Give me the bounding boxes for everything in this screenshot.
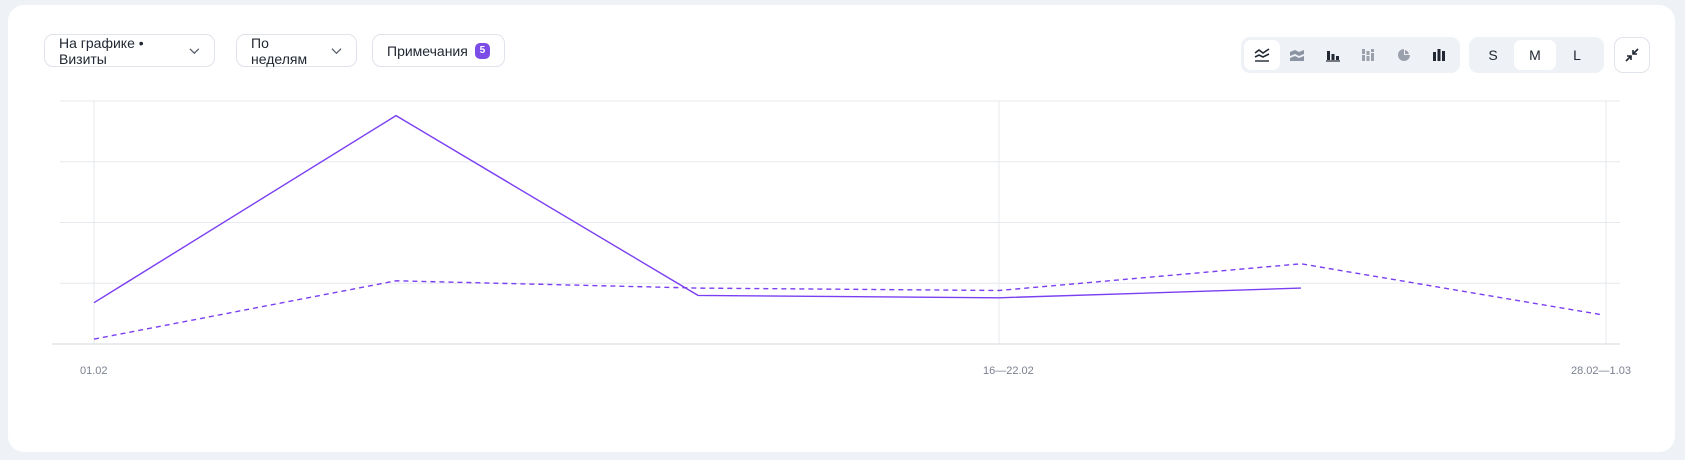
x-tick-label: 28.02—1.03: [1571, 365, 1631, 377]
notes-count-badge: 5: [474, 42, 490, 59]
chart-card: На графике • Визиты По неделям Примечани…: [8, 5, 1675, 452]
grouping-dropdown-label: По неделям: [251, 34, 308, 67]
size-switcher: S M L: [1469, 37, 1604, 73]
size-l-button[interactable]: L: [1573, 47, 1581, 63]
collapse-icon: [1625, 48, 1639, 62]
chart-series: [93, 114, 1603, 340]
column-chart-icon: [1433, 49, 1446, 61]
chart-type-stacked-area[interactable]: [1280, 40, 1316, 70]
chevron-down-icon: [189, 47, 200, 54]
size-s-button[interactable]: S: [1488, 47, 1498, 63]
metric-dropdown[interactable]: На графике • Визиты: [44, 34, 215, 67]
grouping-dropdown[interactable]: По неделям: [236, 34, 357, 67]
notes-button-label: Примечания: [387, 42, 468, 59]
chart-type-switcher: [1241, 37, 1460, 73]
chart-type-bar[interactable]: [1315, 40, 1351, 70]
stacked-bar-icon: [1362, 49, 1375, 61]
chart-type-line[interactable]: [1244, 40, 1280, 70]
x-tick-label: 01.02: [80, 365, 108, 377]
chevron-down-icon: [331, 47, 342, 54]
series-line-1: [93, 114, 1302, 304]
line-chart: [52, 100, 1620, 345]
bar-chart-icon: [1325, 51, 1340, 62]
notes-button[interactable]: Примечания 5: [372, 34, 505, 67]
pie-chart-icon: [1397, 49, 1410, 61]
chart-grid: [52, 100, 1620, 345]
metric-dropdown-label: На графике • Визиты: [59, 34, 144, 67]
chart-type-column[interactable]: [1422, 40, 1458, 70]
stacked-area-icon: [1290, 50, 1305, 61]
x-tick-label: 16—22.02: [983, 365, 1034, 377]
chart-type-stacked-bar[interactable]: [1351, 40, 1387, 70]
series-line-2: [93, 263, 1603, 340]
size-m-button[interactable]: M: [1514, 40, 1556, 70]
chart-type-pie[interactable]: [1386, 40, 1422, 70]
line-chart-icon: [1254, 48, 1270, 62]
collapse-button[interactable]: [1614, 37, 1650, 73]
